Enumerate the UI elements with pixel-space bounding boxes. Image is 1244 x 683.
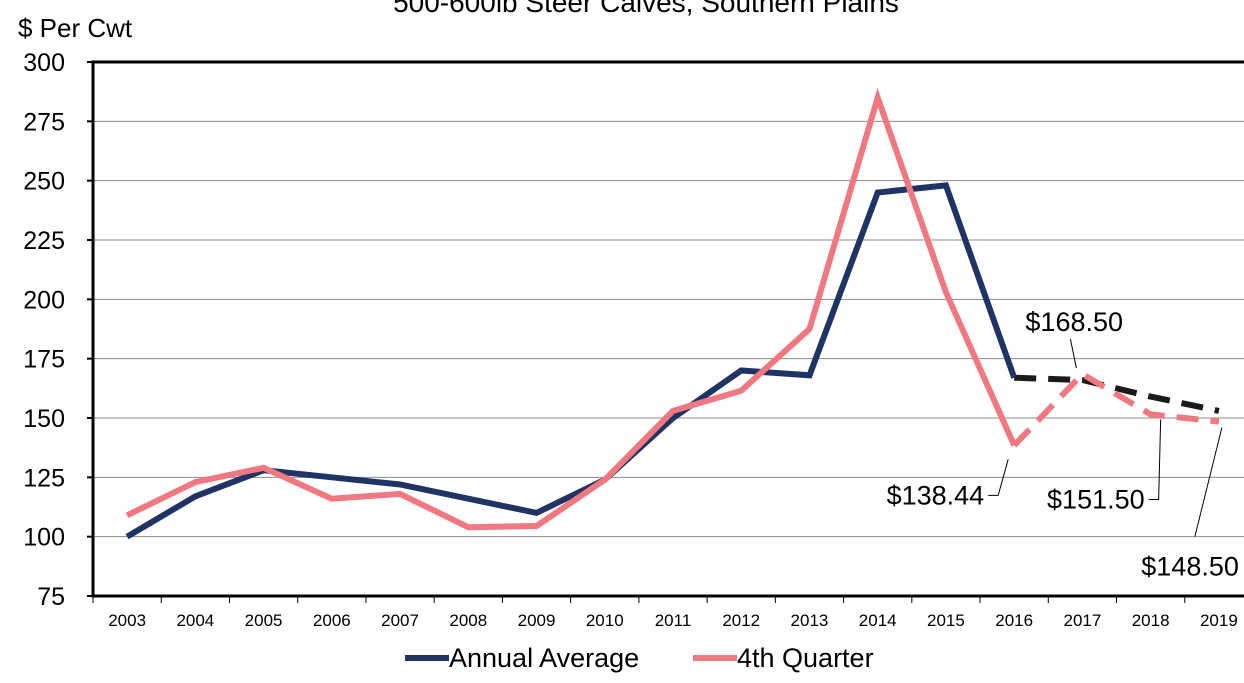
x-tick-label: 2019 — [1200, 611, 1238, 630]
annotation-label: $151.50 — [1047, 484, 1145, 514]
x-tick-label: 2004 — [176, 611, 214, 630]
y-tick-label: 100 — [23, 524, 65, 552]
series-lines — [125, 87, 1220, 540]
x-axis-ticks: 2003 2004 2005 2006 2007 2008 2009 2010 2011 2012… — [92, 596, 1238, 630]
legend-label: 4th Quarter — [737, 643, 874, 673]
annotation-label: $168.50 — [1025, 307, 1123, 337]
x-tick-label: 2003 — [108, 611, 146, 630]
series-line — [125, 87, 1017, 531]
y-tick-label: 200 — [23, 286, 65, 314]
chart-title: 500-600lb Steer Calves, Southern Plains — [393, 0, 899, 18]
y-tick-label: 250 — [23, 168, 65, 196]
x-tick-label: 2010 — [586, 611, 624, 630]
x-tick-label: 2009 — [518, 611, 556, 630]
x-tick-label: 2017 — [1063, 611, 1101, 630]
annotation-label: $148.50 — [1141, 552, 1239, 582]
x-tick-label: 2006 — [313, 611, 351, 630]
y-tick-label: 175 — [23, 346, 65, 374]
y-tick-label: 275 — [23, 108, 65, 136]
y-tick-label: 150 — [23, 405, 65, 433]
annotation-leader-line — [1148, 419, 1162, 500]
legend-label: Annual Average — [449, 643, 639, 673]
y-tick-label: 225 — [23, 227, 65, 255]
x-tick-label: 2007 — [381, 611, 419, 630]
y-tick-label: 75 — [37, 583, 65, 611]
x-tick-label: 2014 — [859, 611, 897, 630]
plot-frame — [91, 60, 1244, 598]
x-tick-label: 2018 — [1132, 611, 1170, 630]
x-tick-label: 2005 — [245, 611, 283, 630]
x-tick-label: 2011 — [655, 611, 692, 630]
x-tick-label: 2008 — [449, 611, 487, 630]
x-tick-label: 2015 — [927, 611, 965, 630]
annotation-leader-line — [1194, 427, 1223, 537]
x-tick-label: 2012 — [722, 611, 760, 630]
series-forecast-line — [1014, 374, 1220, 414]
y-tick-label: 300 — [23, 49, 65, 77]
y-axis-ticks: 75 100 125 150 175 200 225 250 275 300 — [23, 49, 93, 611]
data-annotations: $168.50 $138.44 $151.50 $148.50 — [887, 307, 1239, 581]
x-tick-label: 2013 — [791, 611, 829, 630]
annotation-leader-line — [1069, 338, 1077, 369]
x-tick-label: 2016 — [995, 611, 1033, 630]
legend: Annual Average 4th Quarter — [405, 643, 874, 673]
series-forecast-line — [1012, 371, 1220, 448]
y-axis-label: $ Per Cwt — [18, 13, 133, 43]
annotation-leader-line — [988, 459, 1009, 496]
annotation-label: $138.44 — [887, 480, 985, 510]
series-line — [125, 182, 1018, 540]
y-tick-label: 125 — [23, 464, 65, 492]
